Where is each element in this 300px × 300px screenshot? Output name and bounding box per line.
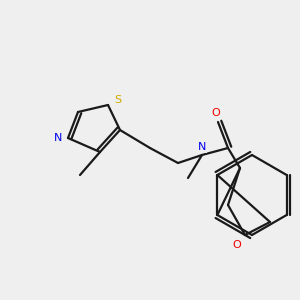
Text: O: O — [212, 108, 220, 118]
Text: O: O — [232, 240, 242, 250]
Text: N: N — [54, 133, 62, 143]
Text: N: N — [198, 142, 206, 152]
Text: S: S — [114, 95, 122, 105]
